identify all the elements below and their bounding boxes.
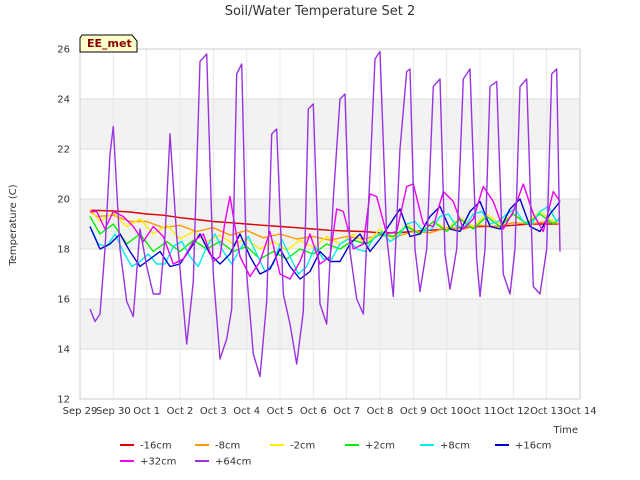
y-tick-label: 22 <box>57 145 70 156</box>
x-tick-label: Oct 11 <box>463 406 496 417</box>
x-tick-label: Oct 5 <box>267 406 294 417</box>
x-tick-label: Oct 10 <box>430 406 463 417</box>
y-tick-label: 14 <box>57 345 70 356</box>
legend-label-plus32cm: +32cm <box>140 457 176 468</box>
y-tick-label: 24 <box>57 95 70 106</box>
badge-label: EE_met <box>87 37 132 50</box>
series-layer <box>89 50 561 378</box>
x-axis-label: Time <box>553 425 578 436</box>
legend-label-plus64cm: +64cm <box>215 457 251 468</box>
series-line-plus64cm <box>89 50 561 378</box>
badge-shape <box>79 34 138 53</box>
legend-label-minus2cm: -2cm <box>290 441 315 452</box>
x-tick-label: Oct 12 <box>497 406 530 417</box>
grid-band <box>80 299 580 349</box>
series-line-plus16cm <box>89 198 561 280</box>
x-tick-label: Oct 9 <box>400 406 427 417</box>
axes-frame <box>79 48 581 400</box>
y-tick-label: 18 <box>57 245 70 256</box>
x-tick-label: Oct 4 <box>233 406 260 417</box>
y-tick-label: 12 <box>57 395 70 406</box>
y-axis-label: Temperature (C) <box>8 184 19 266</box>
legend-label-plus16cm: +16cm <box>515 441 551 452</box>
series-line-plus32cm <box>90 183 561 280</box>
legend-label-plus8cm: +8cm <box>440 441 470 452</box>
x-tick-label: Oct 13 <box>530 406 563 417</box>
x-tick-label: Oct 2 <box>167 406 194 417</box>
x-tick-label: Sep 30 <box>96 406 131 417</box>
grid-band <box>80 99 580 149</box>
x-tick-label: Oct 8 <box>367 406 394 417</box>
y-tick-labels: 12 14 16 18 20 22 24 26 <box>57 45 70 406</box>
series-line-minus8cm <box>89 210 561 241</box>
y-tick-label: 16 <box>57 295 70 306</box>
axes <box>79 48 581 400</box>
legend-label-plus2cm: +2cm <box>365 441 395 452</box>
chart-title: Soil/Water Temperature Set 2 <box>225 4 416 19</box>
y-tick-label: 20 <box>57 195 70 206</box>
y-tick-label: 26 <box>57 45 70 56</box>
legend-label-minus8cm: -8cm <box>215 441 240 452</box>
x-tick-label: Oct 7 <box>333 406 360 417</box>
legend-label-minus16cm: -16cm <box>140 441 172 452</box>
station-badge: EE_met <box>79 34 138 53</box>
x-tick-label: Oct 1 <box>133 406 160 417</box>
legend: -16cm -8cm -2cm +2cm +8cm +16cm +32cm +64cm <box>120 441 551 468</box>
x-tick-label: Oct 14 <box>563 406 596 417</box>
x-tick-label: Sep 29 <box>63 406 98 417</box>
x-tick-label: Oct 6 <box>300 406 327 417</box>
x-tick-label: Oct 3 <box>200 406 227 417</box>
